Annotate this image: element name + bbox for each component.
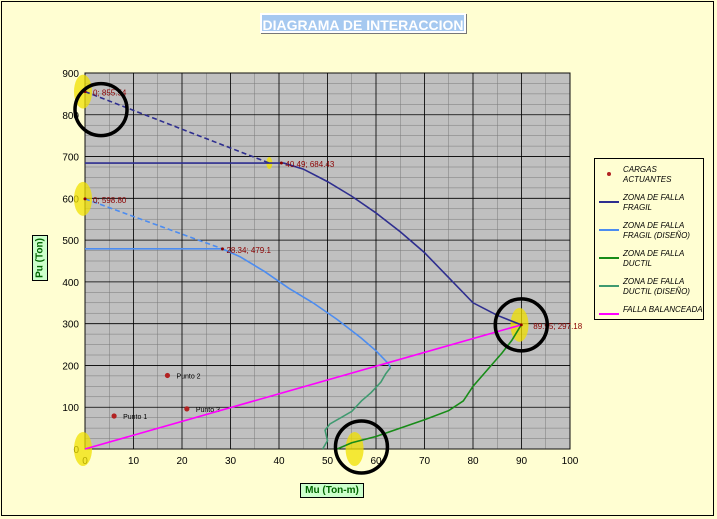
- point-label: Punto 1: [123, 414, 147, 421]
- chart-title: DIAGRAMA DE INTERACCION: [260, 13, 466, 33]
- x-tick-label: 30: [225, 456, 237, 467]
- y-tick-label: 900: [62, 69, 79, 80]
- legend-label: CARGAS ACTUANTES: [623, 165, 672, 184]
- y-tick-label: 400: [62, 278, 79, 289]
- annotation-label: 28.34; 479.1: [226, 246, 271, 255]
- point-label: Punto 2: [176, 373, 200, 380]
- y-tick-label: 300: [62, 320, 79, 331]
- legend-line-icon: [599, 313, 619, 315]
- legend-label: ZONA DE FALLA DUCTIL: [623, 249, 685, 268]
- legend-line-icon: [599, 257, 619, 259]
- legend-label: ZONA DE FALLA DUCTIL (DISEÑO): [623, 277, 690, 296]
- legend-label: ZONA DE FALLA FRAGIL: [623, 193, 685, 212]
- annotation-label: 0; 598.80: [93, 196, 127, 205]
- legend-item-fragil-diseno: ZONA DE FALLA FRAGIL (DISEÑO): [597, 221, 703, 243]
- point-label: Punto 3: [196, 407, 220, 414]
- series-line: [336, 324, 522, 450]
- highlight-mark: [345, 432, 364, 466]
- legend-line-icon: [599, 201, 619, 203]
- callout-circle: [333, 419, 390, 475]
- legend-label: ZONA DE FALLA FRAGIL (DISEÑO): [623, 221, 690, 240]
- legend-item-balanceada: FALLA BALANCEADA: [597, 305, 703, 327]
- annotation-marker: [220, 247, 224, 251]
- series-line: [321, 367, 392, 450]
- x-tick-label: 60: [370, 456, 382, 467]
- highlight-mark: [74, 432, 92, 466]
- highlight-mark: [74, 181, 92, 216]
- legend-item-cargas: CARGAS ACTUANTES: [597, 165, 703, 187]
- series-line: [84, 324, 522, 450]
- y-tick-label: 600: [62, 194, 79, 205]
- legend-item-ductil-diseno: ZONA DE FALLA DUCTIL (DISEÑO): [597, 277, 703, 299]
- callout-circle: [73, 81, 129, 138]
- annotation-label: 0; 855.54: [93, 89, 127, 98]
- series-line: [85, 162, 522, 326]
- x-tick-label: 50: [322, 456, 334, 467]
- annotation-marker: [279, 161, 283, 165]
- x-tick-label: 10: [128, 456, 140, 467]
- x-tick-label: 40: [273, 456, 285, 467]
- x-tick-label: 90: [516, 456, 528, 467]
- x-axis-label: Mu (Ton-m): [300, 483, 364, 498]
- annotation-marker: [83, 197, 87, 201]
- legend-label: FALLA BALANCEADA: [623, 305, 703, 314]
- x-tick-label: 100: [562, 456, 579, 467]
- y-tick-label: 800: [62, 111, 79, 122]
- legend: CARGAS ACTUANTES ZONA DE FALLA FRAGIL ZO…: [594, 158, 704, 320]
- y-tick-label: 200: [62, 361, 79, 372]
- x-tick-label: 70: [419, 456, 431, 467]
- callout-circle: [493, 297, 550, 353]
- legend-line-icon: [599, 229, 619, 231]
- y-axis-label-box: Pu (Ton): [32, 235, 48, 281]
- data-point: [111, 413, 117, 419]
- legend-dot-icon: [607, 172, 611, 176]
- legend-item-ductil: ZONA DE FALLA DUCTIL: [597, 249, 703, 271]
- y-tick-label: 100: [62, 403, 79, 414]
- x-tick-label: 80: [467, 456, 479, 467]
- y-tick-label: 500: [62, 236, 79, 247]
- annotation-marker: [519, 323, 523, 327]
- series-dashed-line: [84, 90, 270, 164]
- x-tick-label: 20: [176, 456, 188, 467]
- annotation-label: 40.49; 684.43: [285, 160, 334, 169]
- series-dashed-line: [84, 198, 223, 250]
- annotation-label: 89.95; 297.18: [533, 322, 582, 331]
- series-line: [85, 248, 392, 368]
- legend-item-fragil: ZONA DE FALLA FRAGIL: [597, 193, 703, 215]
- data-point: [184, 406, 190, 412]
- data-point: [164, 372, 171, 379]
- y-tick-label: 700: [62, 153, 79, 164]
- legend-line-icon: [599, 285, 619, 287]
